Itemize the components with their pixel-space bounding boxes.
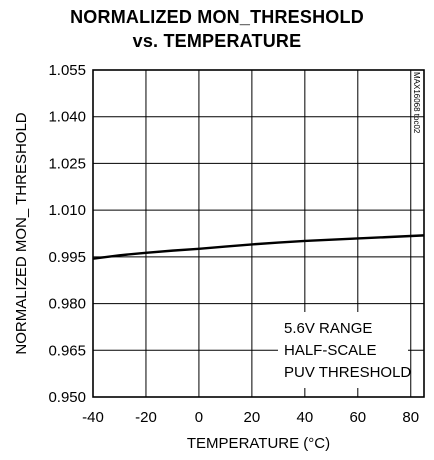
- annotation-line: 5.6V RANGE: [284, 320, 372, 337]
- y-tick-label: 1.010: [48, 202, 86, 219]
- x-tick-labels: -40 -20 0 20 40 60 80: [82, 409, 419, 426]
- y-tick-label: 0.995: [48, 249, 86, 266]
- x-tick-label: 20: [244, 409, 261, 426]
- x-tick-label: 80: [402, 409, 419, 426]
- annotation-line: PUV THRESHOLD: [284, 364, 411, 381]
- plot-frame: [92, 69, 425, 398]
- series-line: [92, 234, 425, 260]
- x-tick-label: 40: [296, 409, 313, 426]
- x-tick-label: 0: [195, 409, 203, 426]
- y-axis-label: NORMALIZED MON_ THRESHOLD: [13, 112, 30, 354]
- annotation-background: [278, 312, 408, 388]
- chart-title-line1: NORMALIZED MON_THRESHOLD: [70, 7, 364, 27]
- y-tick-label: 0.980: [48, 296, 86, 313]
- annotation-line: HALF-SCALE: [284, 342, 377, 359]
- x-tick-label: -40: [82, 409, 104, 426]
- y-tick-label: 1.040: [48, 109, 86, 126]
- y-tick-label: 0.950: [48, 389, 86, 406]
- x-axis-label: TEMPERATURE (°C): [187, 435, 330, 452]
- y-tick-labels: 1.055 1.040 1.025 1.010 0.995 0.980 0.965 0.950: [48, 62, 86, 406]
- chart-title-line2: vs. TEMPERATURE: [132, 31, 302, 51]
- annotation-box: 5.6V RANGE HALF-SCALE PUV THRESHOLD: [278, 312, 411, 388]
- watermark-text: MAX16068 toc02: [412, 72, 421, 134]
- x-tick-label: -20: [135, 409, 157, 426]
- y-tick-label: 1.055: [48, 62, 86, 79]
- y-tick-label: 1.025: [48, 155, 86, 172]
- x-tick-label: 60: [349, 409, 366, 426]
- y-tick-label: 0.965: [48, 342, 86, 359]
